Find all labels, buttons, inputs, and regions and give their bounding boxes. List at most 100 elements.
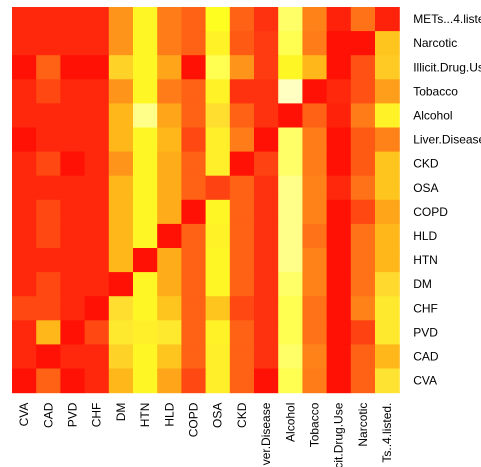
heatmap-cell (12, 55, 37, 80)
heatmap-cell (375, 151, 400, 177)
heatmap-cell (278, 7, 303, 32)
heatmap-cell (278, 55, 303, 80)
heatmap-cell (350, 272, 376, 297)
heatmap-cell (229, 272, 255, 297)
heatmap-cell (181, 127, 207, 153)
heatmap-cell (302, 296, 328, 321)
heatmap-cell (350, 31, 376, 56)
heatmap-cell (375, 368, 400, 394)
row-label: HTN (413, 253, 438, 267)
column-label: ver.Disease (259, 402, 273, 465)
heatmap-cell (84, 175, 110, 201)
heatmap-cell (12, 199, 37, 225)
heatmap-cell (375, 31, 400, 56)
heatmap-cell (60, 7, 86, 32)
heatmap-cell (133, 272, 158, 297)
heatmap-cell (84, 103, 110, 129)
heatmap-cell (350, 55, 376, 80)
heatmap-cell (205, 344, 231, 370)
heatmap-cell (84, 151, 110, 177)
heatmap-cell (181, 31, 207, 56)
heatmap-cell (108, 199, 134, 225)
heatmap-cell (36, 199, 61, 225)
heatmap-cell (375, 223, 400, 249)
heatmap-cell (157, 296, 182, 321)
heatmap-cell (60, 79, 86, 104)
heatmap-cell (278, 103, 303, 129)
heatmap-cell (229, 55, 255, 80)
heatmap-cell (60, 103, 86, 129)
heatmap-cell (133, 223, 158, 249)
heatmap-cell (375, 79, 400, 104)
heatmap-cell (60, 151, 86, 177)
heatmap-cell (157, 272, 182, 297)
heatmap-cell (181, 368, 207, 394)
heatmap-cell (133, 368, 158, 394)
heatmap-cell (205, 223, 231, 249)
heatmap-cell (108, 320, 134, 345)
heatmap-cell (229, 199, 255, 225)
heatmap-cell (108, 296, 134, 321)
heatmap-cell (278, 199, 303, 225)
heatmap-cell (350, 175, 376, 201)
heatmap-cell (205, 320, 231, 345)
heatmap-cell (229, 223, 255, 249)
heatmap-cell (278, 127, 303, 153)
column-labels: CVA CAD PVD CHF DM HTN HLD COPD OSA CKD ver.Diseas… (17, 402, 394, 467)
column-label: COPD (187, 402, 201, 437)
heatmap-cell (350, 103, 376, 129)
column-label: Tobacco (308, 402, 322, 447)
column-label: cit.Drug.Use (332, 402, 346, 467)
heatmap-cell (36, 368, 61, 394)
heatmap-cell (84, 55, 110, 80)
heatmap-cell (278, 320, 303, 345)
heatmap-cell (157, 248, 182, 273)
heatmap-cell (205, 296, 231, 321)
heatmap-cell (350, 248, 376, 273)
heatmap-cell (375, 320, 400, 345)
heatmap-cell (181, 103, 207, 129)
row-label: Narcotic (413, 36, 457, 50)
row-label: COPD (413, 205, 448, 219)
heatmap-cell (229, 320, 255, 345)
heatmap-cell (60, 199, 86, 225)
heatmap-cell (278, 272, 303, 297)
heatmap-cell (278, 79, 303, 104)
heatmap-cell (60, 344, 86, 370)
heatmap-cell (326, 296, 352, 321)
heatmap-cell (12, 344, 37, 370)
row-label: Liver.Disease (413, 133, 481, 147)
heatmap-cell (12, 320, 37, 345)
heatmap-cell (375, 296, 400, 321)
heatmap-cell (278, 248, 303, 273)
heatmap-cell (84, 296, 110, 321)
heatmap-cell (375, 272, 400, 297)
heatmap-cell (229, 127, 255, 153)
heatmap-cell (375, 175, 400, 201)
heatmap-cell (157, 103, 182, 129)
heatmap-cell (254, 151, 279, 177)
heatmap-cell (326, 272, 352, 297)
heatmap-cell (375, 248, 400, 273)
heatmap-cell (205, 79, 231, 104)
heatmap-cell (60, 55, 86, 80)
column-label: DM (114, 403, 128, 422)
column-label: PVD (66, 402, 80, 427)
heatmap-cell (375, 55, 400, 80)
heatmap-cell (205, 248, 231, 273)
heatmap-cell (254, 103, 279, 129)
heatmap-cell (108, 103, 134, 129)
heatmap-cell (229, 7, 255, 32)
heatmap-cell (205, 127, 231, 153)
heatmap-cell (229, 79, 255, 104)
heatmap-cell (350, 151, 376, 177)
heatmap-cell (84, 248, 110, 273)
heatmap-cell (60, 175, 86, 201)
heatmap-cell (84, 272, 110, 297)
heatmap-cell (181, 7, 207, 32)
heatmap-cell (205, 175, 231, 201)
heatmap-cell (12, 175, 37, 201)
heatmap-cell (350, 127, 376, 153)
row-label: CHF (413, 301, 438, 315)
heatmap-cell (181, 175, 207, 201)
